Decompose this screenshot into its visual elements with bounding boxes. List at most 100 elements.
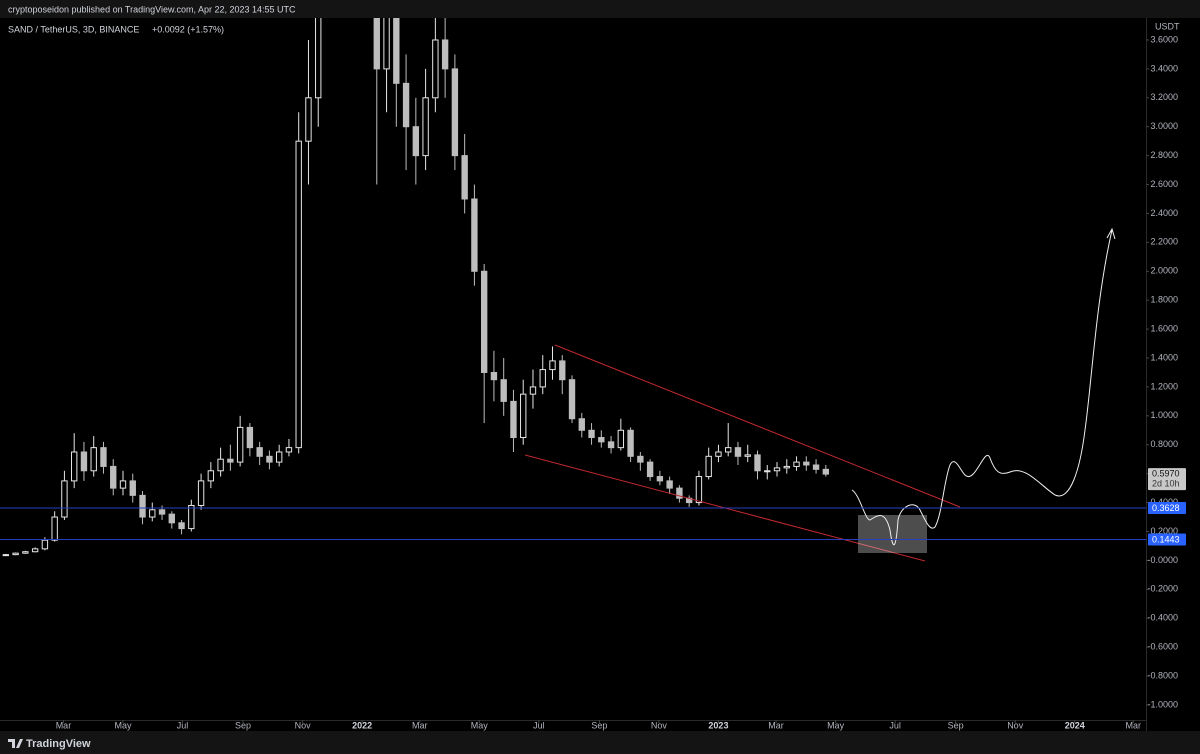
top-bar [0,0,1200,18]
candle-body [607,441,615,449]
candle-body [764,470,771,473]
y-tick-label: 0.4000 [1150,497,1178,507]
x-tick-label: Mar [56,720,72,730]
x-tick-label: Jul [533,720,545,730]
candle-body [246,426,254,449]
candle-body [559,360,566,381]
candle-body [471,198,478,272]
candle-body [539,369,546,388]
level-label-box [1148,533,1186,546]
candle-body [71,451,78,482]
candle-body [256,447,263,457]
y-tick-label: 3.6000 [1150,34,1178,44]
y-tick-label: 2.0000 [1150,266,1178,276]
candle-body [295,140,302,449]
candle-body [158,509,166,515]
candle-body [266,455,273,463]
trend-upper [554,344,961,508]
candle-body [783,465,790,469]
candle-body [51,516,58,541]
y-tick-label: 0.2000 [1150,526,1178,536]
drawings [524,227,1116,562]
candle-body [422,97,429,157]
candle-body [432,39,439,99]
candle-body [744,454,751,457]
candle-body [61,480,68,518]
candle-body [676,487,683,499]
x-tick-label: Nov [651,720,668,730]
candle-body [139,494,146,518]
x-tick-label: 2023 [708,720,728,730]
candle-body [461,155,468,200]
x-tick-label: Nov [295,720,312,730]
y-tick-label: -0.0000 [1147,555,1178,565]
y-tick-label: 3.2000 [1150,92,1178,102]
candle-body [80,451,88,472]
plot [2,18,830,557]
candle-body [520,393,527,439]
x-tick-label: May [827,720,845,730]
candle-body [617,429,625,449]
candle-body [773,467,781,472]
bottom-bar [0,731,1200,754]
y-tick-label: -0.6000 [1147,642,1178,652]
candle-body [149,509,156,518]
candle-body [441,39,449,70]
candle-body [695,476,703,504]
x-tick-label: Mar [768,720,784,730]
last-price-box [1148,468,1186,491]
candle-body [207,470,215,482]
projection-path [851,227,1116,545]
countdown: 2d 10h [1152,478,1180,488]
x-tick-label: May [471,720,489,730]
y-tick-label: 1.0000 [1150,410,1178,420]
candle-body [227,458,234,463]
candle-body [383,18,390,70]
y-tick-label: 3.4000 [1150,63,1178,73]
y-tick-label: -0.4000 [1147,613,1178,623]
symbol: SAND / TetherUS, 3D, BINANCE [8,24,139,34]
x-tick-label: Sep [591,720,607,730]
y-tick-label: 2.8000 [1150,150,1178,160]
candle-body [110,465,117,489]
candle-body [822,468,830,475]
candle-body [178,522,185,530]
candle-body [451,68,459,157]
y-tick-label: -0.8000 [1147,670,1178,680]
last-price-label: 0.5970 [1152,468,1180,478]
x-tick-label: Mar [412,720,428,730]
candle-body [315,18,322,99]
brand: TradingView [26,738,91,750]
candle-body [568,379,576,420]
y-tick-label: 1.2000 [1150,381,1178,391]
y-tick-label: 1.8000 [1150,295,1178,305]
candle-body [627,429,634,457]
candle-body [168,513,175,524]
candle-body [373,18,380,70]
x-tick-label: Sep [235,720,251,730]
candle-body [510,400,517,439]
candle-body [188,504,195,530]
candle-body [100,447,107,467]
candle-body [412,126,420,157]
candle-body [2,554,10,557]
candle-body [217,458,224,472]
x-tick-label: Jul [889,720,901,730]
candle-body [12,552,19,556]
candle-body [705,455,712,478]
candle-body [578,418,585,431]
x-tick-label: Mar [1126,720,1142,730]
candle-body [500,379,507,402]
candle-body [236,426,244,463]
candle-body [305,97,312,142]
x-tick-label: 2022 [352,720,372,730]
candle-body [549,360,556,371]
y-tick-label: 1.4000 [1150,352,1178,362]
published: cryptoposeidon published on TradingView.… [8,4,296,14]
x-tick-label: Sep [948,720,964,730]
candle-body [197,480,205,506]
level-label: 0.1443 [1152,534,1180,544]
candle-body [754,454,761,472]
